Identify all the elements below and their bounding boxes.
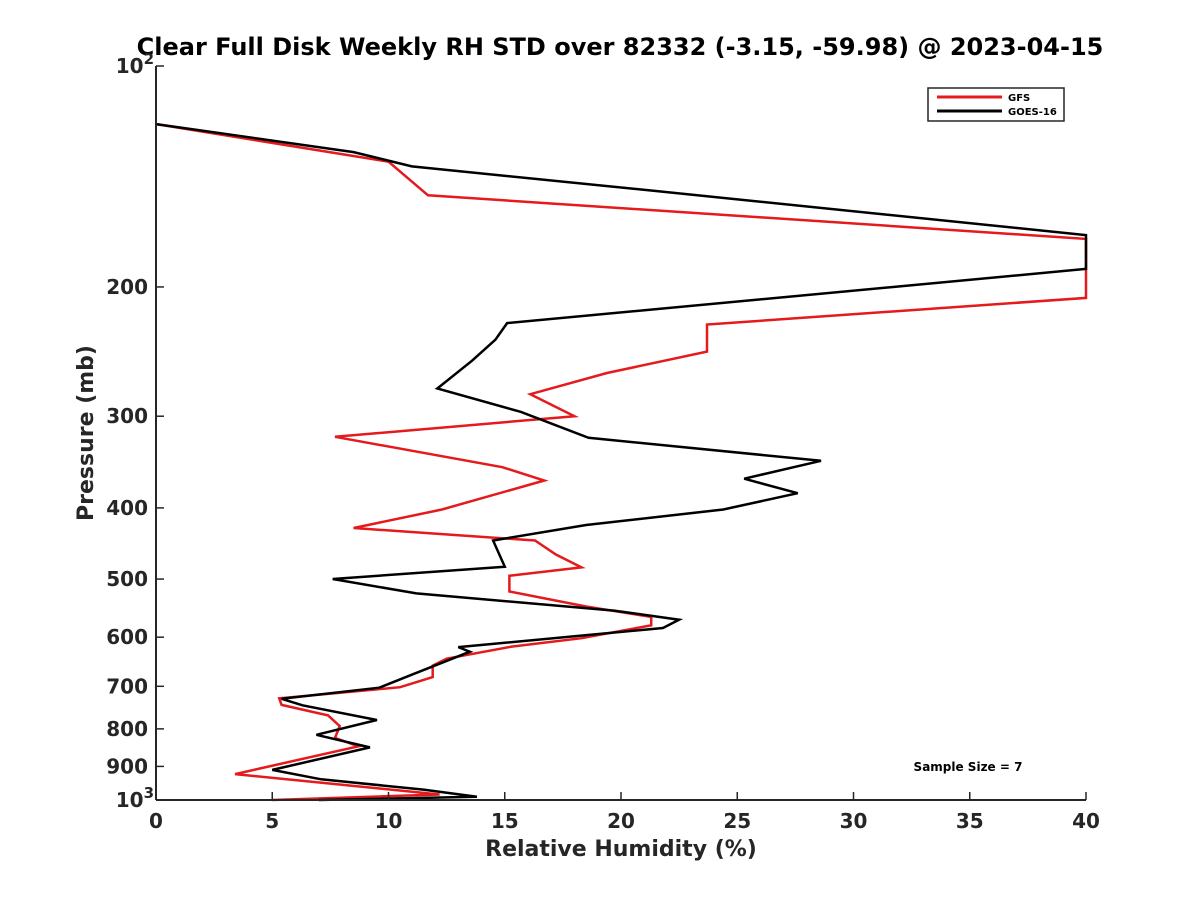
series-line-gfs bbox=[155, 122, 1088, 802]
x-ticks: 0 5 10 15 20 25 30 35 40 bbox=[149, 792, 1100, 833]
x-axis-label: Relative Humidity (%) bbox=[485, 837, 757, 862]
x-tick-label: 10 bbox=[375, 809, 403, 833]
x-tick-label: 5 bbox=[265, 809, 279, 833]
x-tick-label: 0 bbox=[149, 809, 163, 833]
x-tick-label: 30 bbox=[840, 809, 868, 833]
y-tick-label: 700 bbox=[106, 674, 148, 698]
chart-title: Clear Full Disk Weekly RH STD over 82332… bbox=[137, 33, 1104, 61]
y-ticks: 102 200 300 400 500 600 700 800 900 103 bbox=[106, 50, 164, 812]
axes bbox=[155, 66, 1086, 801]
y-tick-label: 102 bbox=[116, 50, 154, 78]
y-tick-label: 300 bbox=[106, 404, 148, 428]
x-tick-label: 25 bbox=[723, 809, 751, 833]
y-tick-label: 500 bbox=[106, 567, 148, 591]
y-tick-label: 400 bbox=[106, 496, 148, 520]
y-tick-label: 900 bbox=[106, 754, 148, 778]
legend-label-gfs: GFS bbox=[1008, 93, 1030, 104]
x-tick-label: 35 bbox=[956, 809, 984, 833]
x-tick-label: 20 bbox=[607, 809, 635, 833]
legend-box bbox=[927, 87, 1065, 122]
y-tick-label: 600 bbox=[106, 625, 148, 649]
sample-size-annotation: Sample Size = 7 bbox=[914, 760, 1023, 774]
y-tick-label: 200 bbox=[106, 275, 148, 299]
series-layer bbox=[155, 122, 1088, 802]
legend: GFS GOES-16 bbox=[927, 87, 1065, 122]
y-axis-label: Pressure (mb) bbox=[74, 345, 99, 521]
legend-label-goes16: GOES-16 bbox=[1008, 107, 1057, 118]
series-line-goes16 bbox=[155, 122, 1088, 802]
x-tick-label: 15 bbox=[491, 809, 519, 833]
y-tick-label: 800 bbox=[106, 717, 148, 741]
y-tick-label: 103 bbox=[116, 784, 154, 812]
x-tick-label: 40 bbox=[1072, 809, 1100, 833]
